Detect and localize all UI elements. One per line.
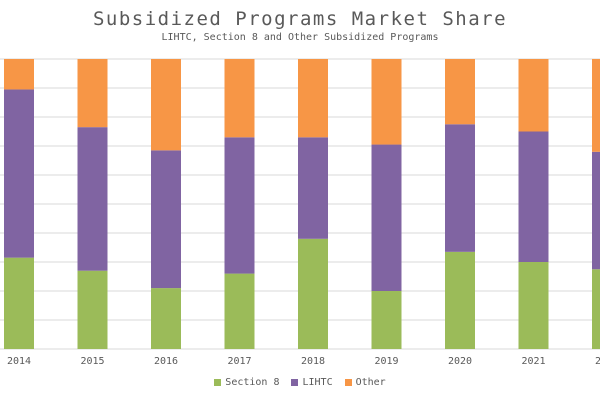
bar-other-2022 — [592, 59, 600, 152]
bar-lihtc-2014 — [4, 89, 34, 258]
x-tick-label: 2019 — [374, 356, 398, 367]
legend-swatch-lihtc — [291, 379, 299, 386]
bar-section-8-2020 — [445, 251, 475, 349]
x-tick-label: 2016 — [154, 356, 178, 367]
bar-section-8-2018 — [298, 238, 328, 349]
bar-lihtc-2020 — [445, 124, 475, 252]
bar-other-2016 — [151, 59, 181, 151]
bar-lihtc-2016 — [151, 150, 181, 289]
x-tick-label: 2021 — [521, 356, 545, 367]
bar-other-2017 — [224, 59, 255, 138]
bar-lihtc-2017 — [224, 137, 255, 274]
bar-lihtc-2015 — [77, 127, 108, 271]
legend-swatch-other — [344, 379, 352, 386]
x-tick-labels: 2014 2015 2016 2017 2018 2019 2020 2021 2022 — [7, 356, 600, 367]
x-tick-label: 2018 — [301, 356, 325, 367]
chart-subtitle: LIHTC, Section 8 and Other Subsidized Pr… — [161, 32, 439, 43]
legend-label-other: Other — [355, 377, 386, 388]
x-tick-label: 2022 — [595, 356, 600, 367]
x-tick-label: 2017 — [227, 356, 251, 367]
legend-swatch-section8 — [214, 379, 222, 386]
legend-item-section8: Section 8 — [214, 377, 279, 388]
legend-label-section8: Section 8 — [225, 377, 280, 388]
legend-label-lihtc: LIHTC — [302, 377, 333, 388]
x-tick-label: 2020 — [448, 356, 472, 367]
x-tick-label: 2014 — [7, 356, 31, 367]
bar-section-8-2016 — [151, 288, 181, 349]
bar-other-2019 — [371, 59, 402, 145]
bar-other-2021 — [518, 59, 549, 132]
bar-section-8-2015 — [77, 270, 108, 349]
bar-section-8-2019 — [371, 291, 402, 349]
bars — [4, 59, 600, 349]
bar-lihtc-2022 — [592, 151, 600, 270]
bar-other-2014 — [4, 59, 34, 90]
bar-lihtc-2018 — [298, 137, 328, 239]
bar-other-2018 — [298, 59, 328, 138]
bar-section-8-2022 — [592, 269, 600, 349]
legend-item-other: Other — [344, 377, 386, 388]
legend-item-lihtc: LIHTC — [291, 377, 333, 388]
bar-lihtc-2019 — [371, 144, 402, 291]
bar-section-8-2014 — [4, 257, 34, 349]
bar-other-2020 — [445, 59, 475, 125]
x-tick-label: 2015 — [80, 356, 104, 367]
bar-lihtc-2021 — [518, 131, 549, 262]
bar-section-8-2021 — [518, 262, 549, 349]
chart-title: Subsidized Programs Market Share — [92, 8, 508, 30]
bar-other-2015 — [77, 59, 108, 128]
bar-section-8-2017 — [224, 273, 255, 349]
legend: Section 8 LIHTC Other — [0, 377, 600, 388]
